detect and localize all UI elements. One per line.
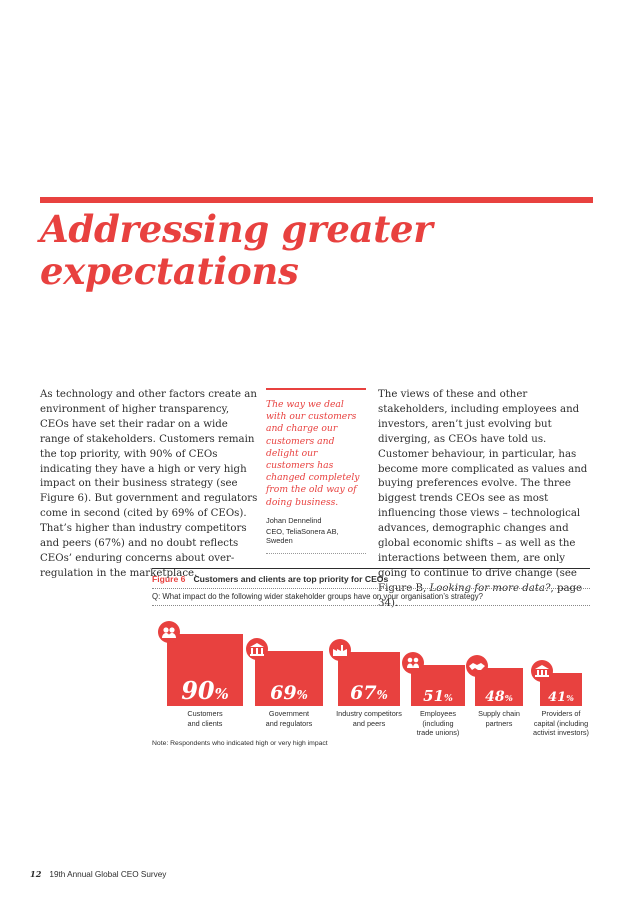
figure-note: Note: Respondents who indicated high or … — [152, 740, 328, 747]
quote-divider — [266, 552, 366, 554]
bar-value-label-1: 90% — [181, 676, 229, 705]
figure-question: Q: What impact do the following wider st… — [152, 592, 483, 601]
bank-icon — [531, 660, 553, 683]
col3-text: The views of these and other stakeholder… — [378, 389, 588, 594]
figure-top-rule — [152, 568, 590, 569]
handshake-icon — [466, 654, 488, 677]
employees-icon — [402, 652, 424, 675]
body-column-1: As technology and other factors create a… — [40, 389, 258, 579]
quote-text: The way we deal with our customers and c… — [266, 399, 360, 508]
footer-text: 19th Annual Global CEO Survey — [49, 870, 167, 879]
category-label-5: Supply chain partners — [478, 709, 520, 728]
category-label-2: Government and regulators — [265, 709, 313, 728]
bar-value-label-6: 41% — [548, 689, 574, 705]
category-label-3: Industry competitors and peers — [336, 709, 402, 728]
bar-chart: Note: Respondents who indicated high or … — [152, 614, 590, 774]
bar-value-label-3: 67% — [350, 682, 388, 705]
figure-6: Figure 6 Customers and clients are top pr… — [152, 568, 590, 747]
page-title: Addressing greater expectations — [40, 207, 433, 293]
bar-value-label-5: 48% — [485, 688, 513, 705]
quote-rule — [266, 388, 366, 390]
factory-icon — [329, 639, 351, 662]
customers-icon — [158, 621, 180, 643]
quote-author-role: CEO, TeliaSonera AB, Sweden — [266, 526, 339, 545]
government-building-icon — [246, 637, 268, 660]
bar-3 — [338, 652, 400, 706]
pull-quote: The way we deal with our customers and c… — [266, 388, 366, 554]
page-number: 12 — [30, 869, 42, 879]
category-label-1: Customers and clients — [187, 709, 223, 728]
header-rule — [40, 197, 593, 203]
page-footer: 12 19th Annual Global CEO Survey — [30, 869, 166, 879]
bar-2 — [255, 650, 323, 706]
bar-4 — [411, 665, 465, 706]
category-label-6: Providers of capital (including activist i… — [533, 709, 589, 737]
figure-divider — [152, 588, 590, 589]
category-label-4: Employees (including trade unions) — [416, 709, 460, 737]
bar-value-label-2: 69% — [270, 682, 308, 705]
bar-1 — [167, 634, 243, 706]
figure-heading: Figure 6 Customers and clients are top pr… — [152, 574, 590, 588]
bar-value-label-4: 51% — [423, 687, 453, 706]
figure-divider-2 — [152, 605, 590, 606]
quote-author: Johan Dennelind — [266, 515, 322, 525]
figure-title: Customers and clients are top priority f… — [193, 574, 389, 584]
figure-label: Figure 6 — [152, 574, 186, 584]
